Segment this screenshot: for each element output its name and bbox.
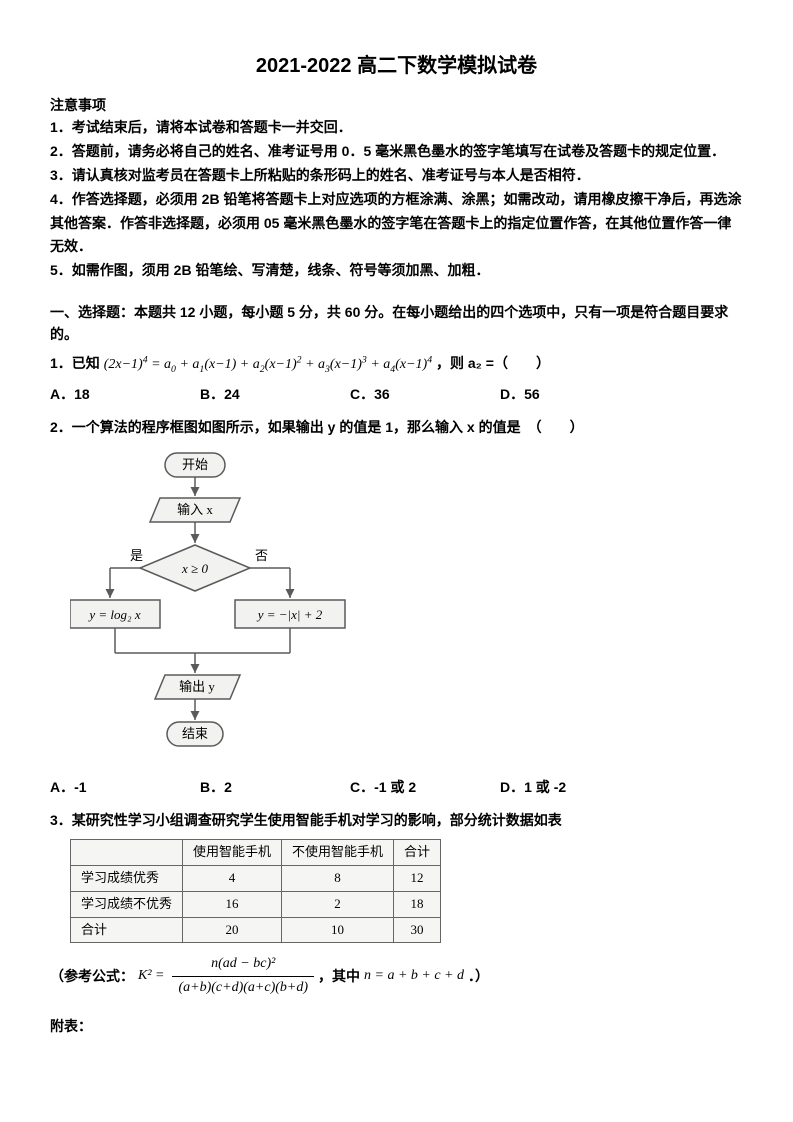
flow-left: y = log₂ x: [87, 607, 140, 622]
formula-mid: ，其中: [318, 965, 360, 987]
k2-label: K² =: [138, 965, 164, 987]
q3-table: 使用智能手机 不使用智能手机 合计 学习成绩优秀 4 8 12 学习成绩不优秀 …: [70, 839, 441, 943]
table-header: 使用智能手机: [183, 840, 282, 866]
option-c: C．36: [350, 383, 500, 405]
q2-options: A．-1 B．2 C．-1 或 2 D．1 或 -2: [50, 776, 743, 798]
option-b: B．24: [200, 383, 350, 405]
flow-yes: 是: [130, 548, 143, 563]
table-cell: 16: [183, 891, 282, 917]
q1-formula: (2x−1)4 = a0 + a1(x−1) + a2(x−1)2 + a3(x…: [104, 357, 432, 372]
question-3: 3．某研究性学习小组调查研究学生使用智能手机对学习的影响，部分统计数据如表: [50, 809, 743, 831]
formula-suffix: ．）: [468, 965, 489, 987]
flowchart-diagram: 开始 输入 x x ≥ 0 是 否 y = log₂ x y = −|x| + …: [70, 448, 743, 766]
table-cell: 2: [282, 891, 394, 917]
table-cell: 12: [394, 865, 441, 891]
question-1: 1．已知 (2x−1)4 = a0 + a1(x−1) + a2(x−1)2 +…: [50, 352, 743, 377]
notice-item: 4．作答选择题，必须用 2B 铅笔将答题卡上对应选项的方框涂满、涂黑；如需改动，…: [50, 188, 743, 259]
table-cell: 4: [183, 865, 282, 891]
flow-end: 结束: [182, 726, 208, 741]
table-cell: 10: [282, 917, 394, 943]
k2-fraction: n(ad − bc)² (a+b)(c+d)(a+c)(b+d): [172, 953, 314, 999]
option-d: D．56: [500, 383, 650, 405]
formula-prefix: （参考公式：: [50, 965, 134, 987]
table-header: 合计: [394, 840, 441, 866]
flow-output: 输出 y: [179, 679, 215, 694]
notice-item: 1．考试结束后，请将本试卷和答题卡一并交回．: [50, 116, 743, 140]
option-b: B．2: [200, 776, 350, 798]
table-cell: 学习成绩优秀: [71, 865, 183, 891]
notice-item: 3．请认真核对监考员在答题卡上所粘贴的条形码上的姓名、准考证号与本人是否相符．: [50, 164, 743, 188]
option-c: C．-1 或 2: [350, 776, 500, 798]
q1-prefix: 1．已知: [50, 355, 100, 371]
notice-heading: 注意事项: [50, 94, 743, 116]
q1-options: A．18 B．24 C．36 D．56: [50, 383, 743, 405]
question-2: 2．一个算法的程序框图如图所示，如果输出 y 的值是 1，那么输入 x 的值是 …: [50, 416, 743, 438]
table-cell: 合计: [71, 917, 183, 943]
flow-input: 输入 x: [177, 502, 213, 517]
table-cell: 8: [282, 865, 394, 891]
table-cell: 20: [183, 917, 282, 943]
option-a: A．18: [50, 383, 200, 405]
flow-right: y = −|x| + 2: [256, 607, 323, 622]
page-title: 2021-2022 高二下数学模拟试卷: [50, 50, 743, 82]
k2-den: (a+b)(c+d)(a+c)(b+d): [172, 977, 314, 999]
notice-item: 5．如需作图，须用 2B 铅笔绘、写清楚，线条、符号等须加黑、加粗．: [50, 259, 743, 283]
option-a: A．-1: [50, 776, 200, 798]
notice-item: 2．答题前，请务必将自己的姓名、准考证号用 0．5 毫米黑色墨水的签字笔填写在试…: [50, 140, 743, 164]
flow-start: 开始: [182, 457, 208, 472]
q1-suffix: ，则 a₂ =（ ）: [436, 355, 550, 371]
flow-cond: x ≥ 0: [181, 561, 208, 576]
appendix-label: 附表：: [50, 1015, 743, 1037]
option-d: D．1 或 -2: [500, 776, 650, 798]
k2-rhs: n = a + b + c + d: [364, 965, 464, 987]
q3-formula: （参考公式： K² = n(ad − bc)² (a+b)(c+d)(a+c)(…: [50, 953, 743, 999]
table-header: 不使用智能手机: [282, 840, 394, 866]
k2-num: n(ad − bc)²: [172, 953, 314, 976]
table-cell: 30: [394, 917, 441, 943]
flow-no: 否: [255, 548, 268, 563]
table-header: [71, 840, 183, 866]
table-cell: 18: [394, 891, 441, 917]
table-cell: 学习成绩不优秀: [71, 891, 183, 917]
section-1-title: 一、选择题：本题共 12 小题，每小题 5 分，共 60 分。在每小题给出的四个…: [50, 301, 743, 346]
